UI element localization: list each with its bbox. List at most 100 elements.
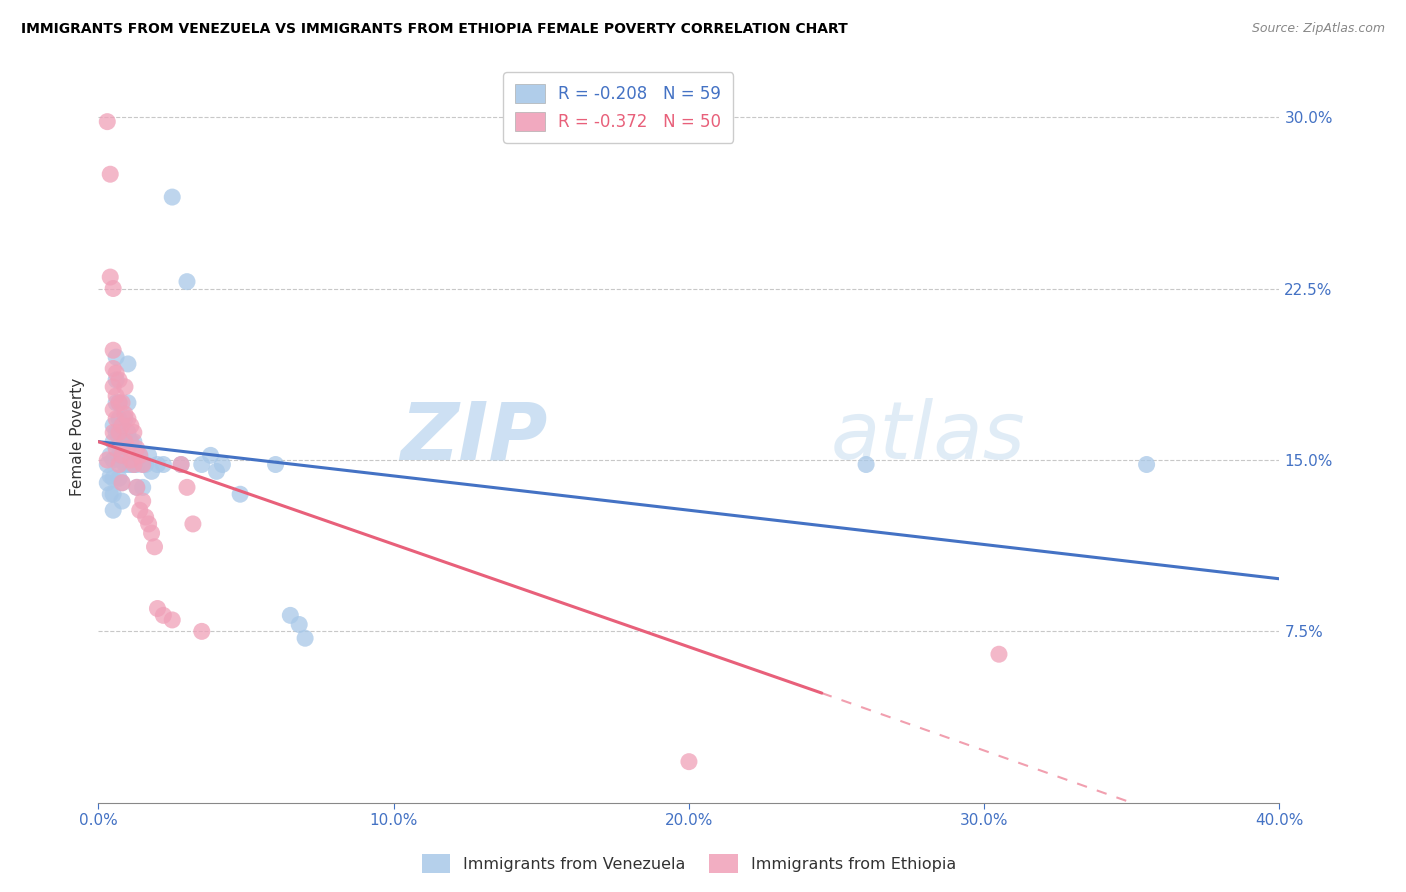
Point [108,396,131,410]
Point [125,442,148,456]
Point [103,380,125,394]
Point [114,434,136,449]
Y-axis label: Female Poverty: Female Poverty [69,378,84,496]
Point [141,526,163,541]
Point [103,361,125,376]
Point [170,458,193,472]
Point [103,453,125,467]
Point [125,480,148,494]
Point [96,475,118,490]
Point [200,449,222,463]
Point [105,350,128,364]
Point [146,601,169,615]
Text: IMMIGRANTS FROM VENEZUELA VS IMMIGRANTS FROM ETHIOPIA FEMALE POVERTY CORRELATION: IMMIGRANTS FROM VENEZUELA VS IMMIGRANTS … [21,22,848,37]
Point [111,396,134,410]
Point [128,449,150,463]
Point [108,430,131,444]
Point [191,458,214,472]
Point [181,516,204,531]
Point [229,487,252,501]
Point [122,434,145,449]
Point [105,412,128,426]
Point [98,487,121,501]
Point [170,458,193,472]
Point [122,458,145,472]
Point [105,389,128,403]
Point [125,480,148,494]
Point [125,458,148,472]
Point [294,632,316,646]
Text: atlas: atlas [831,398,1025,476]
Point [128,503,150,517]
Point [191,624,214,639]
Point [128,449,150,463]
Point [114,380,136,394]
Point [108,373,131,387]
Point [111,418,134,433]
Point [114,412,136,426]
Point [120,434,142,449]
Point [103,471,125,485]
Point [176,275,198,289]
Point [111,494,134,508]
Point [1135,458,1157,472]
Point [114,434,136,449]
Point [122,425,145,440]
Point [117,412,139,426]
Point [987,647,1010,661]
Point [152,458,174,472]
Legend: Immigrants from Venezuela, Immigrants from Ethiopia: Immigrants from Venezuela, Immigrants fr… [415,847,963,879]
Point [162,613,183,627]
Point [120,458,142,472]
Point [117,396,139,410]
Point [132,458,155,472]
Point [117,425,139,440]
Point [211,458,233,472]
Point [108,471,131,485]
Text: Source: ZipAtlas.com: Source: ZipAtlas.com [1251,22,1385,36]
Point [135,510,157,524]
Point [678,755,700,769]
Point [103,503,125,517]
Point [105,425,128,440]
Text: ZIP: ZIP [399,398,547,476]
Point [135,458,157,472]
Point [105,366,128,380]
Point [108,412,131,426]
Point [111,442,134,456]
Point [141,464,163,478]
Point [205,464,228,478]
Point [138,449,160,463]
Point [176,480,198,494]
Point [138,516,160,531]
Point [146,458,169,472]
Point [111,475,134,490]
Point [162,190,183,204]
Point [117,458,139,472]
Point [108,425,131,440]
Point [132,480,155,494]
Point [108,449,131,463]
Point [120,418,142,433]
Point [117,442,139,456]
Point [114,407,136,421]
Point [105,396,128,410]
Point [152,608,174,623]
Point [98,270,121,285]
Point [96,114,118,128]
Point [103,434,125,449]
Point [278,608,302,623]
Point [117,357,139,371]
Point [108,458,131,472]
Point [105,442,128,456]
Point [264,458,287,472]
Point [105,373,128,387]
Point [103,343,125,358]
Point [143,540,166,554]
Point [103,418,125,433]
Point [132,458,155,472]
Point [103,425,125,440]
Point [108,396,131,410]
Point [855,458,877,472]
Point [111,449,134,463]
